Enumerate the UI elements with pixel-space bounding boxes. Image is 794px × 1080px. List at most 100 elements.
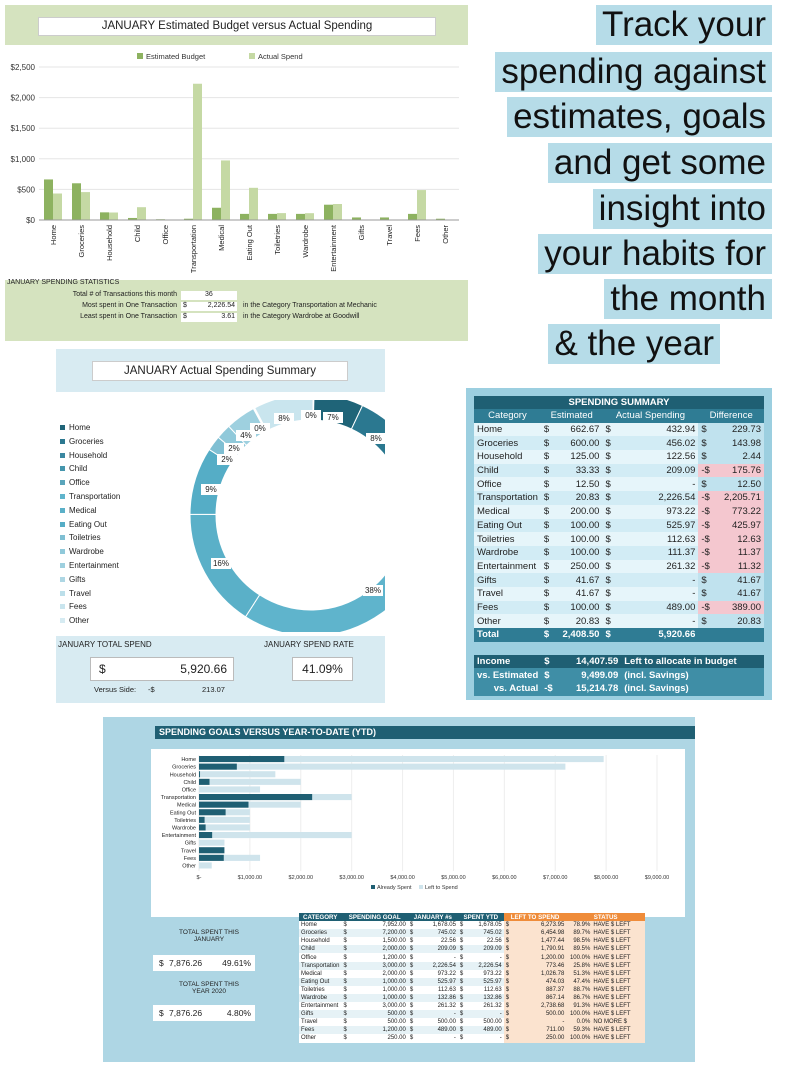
pie-legend-swatch: [60, 425, 65, 430]
summary-difference-value: 425.97: [731, 519, 761, 531]
spend-rate-label: JANUARY SPEND RATE: [264, 640, 354, 649]
pie-legend-item: Gifts: [60, 575, 85, 584]
currency-sign: $: [505, 986, 510, 993]
summary-actual-value: 122.56: [666, 451, 696, 463]
pie-label-box: [217, 454, 237, 465]
spent-jan-box: $ 7,876.26 49.61%: [153, 955, 255, 971]
goals-status-text: HAVE $ LEFT: [593, 954, 631, 961]
goals-spent-ytd: $525.97: [458, 978, 504, 986]
summary-total-label: Total: [477, 629, 499, 641]
pie-title-panel: JANUARY Actual Spending Summary: [56, 349, 385, 392]
goals-category: Entertainment: [301, 1003, 339, 1010]
currency-sign: $: [543, 478, 550, 490]
pie-legend-swatch: [60, 576, 65, 582]
summary-header-cell: Estimated: [550, 410, 593, 422]
summary-row: Other $20.83 $ - $20.83: [474, 614, 764, 628]
goals-spending-goal: $1,000.00: [341, 986, 407, 994]
currency-sign: $: [409, 1019, 414, 1026]
currency-sign: $: [543, 492, 550, 504]
pie-legend-item: Groceries: [60, 437, 104, 446]
goals-spent-ytd-value: 261.32: [483, 1003, 502, 1010]
x-tick-label: Office: [161, 225, 170, 244]
goals-left-value: 6,454.98: [540, 930, 565, 937]
goals-row: Child $2,000.00 $209.09 $209.09 $1,790.91 89.…: [299, 945, 645, 954]
summary-row: Entertainment $250.00 $261.32 -$ 11.32: [474, 559, 764, 574]
summary-actual: $209.09: [602, 464, 698, 478]
x-tick-label: Gifts: [357, 225, 366, 241]
x-tick-label: $7,000.00: [543, 875, 567, 881]
currency-sign: $: [605, 492, 611, 504]
pie-legend-label: Home: [69, 423, 91, 432]
pie-legend-label: Toiletries: [69, 533, 101, 543]
x-tick-label: Wardrobe: [301, 225, 310, 258]
currency-sign: $: [505, 922, 510, 929]
goals-january-value: 209.09: [437, 946, 456, 953]
goals-category: Child: [301, 946, 315, 953]
x-tick-label: Home: [49, 225, 58, 245]
goals-status: 0.0% NO MORE $: [566, 1018, 645, 1027]
summary-category: Office: [477, 478, 502, 490]
goals-left-to-spend: $474.03: [503, 977, 567, 986]
goals-spending-goal: $500.00: [341, 1018, 407, 1026]
total-spend-panel: JANUARY TOTAL SPEND $ 5,920.66 Versus Si…: [56, 636, 385, 703]
goals-status: 78.9% HAVE $ LEFT: [566, 921, 645, 930]
summary-category: Wardrobe: [477, 547, 519, 559]
goals-january-value: 525.97: [437, 978, 456, 985]
goals-header-cell: SPENT YTD: [457, 913, 504, 922]
summary-category: Home: [477, 424, 503, 436]
summary-actual: $456.02: [602, 436, 698, 450]
summary-category: Groceries: [477, 437, 519, 449]
pie-percent-label: 0%: [305, 411, 317, 420]
pie-legend-label: Travel: [69, 588, 91, 598]
goals-january: $745.02: [408, 929, 458, 937]
y-tick-label: Child: [183, 780, 196, 786]
goals-spent-ytd-value: 209.09: [483, 946, 502, 953]
goals-spending-goal-value: 2,000.00: [382, 970, 406, 977]
goals-january: $ -: [408, 1010, 458, 1018]
currency-sign: $: [505, 962, 510, 969]
currency-sign: $: [459, 978, 464, 985]
summary-estimated: $20.83: [541, 614, 603, 628]
goals-january: $525.97: [408, 978, 458, 986]
summary-category: Medical: [477, 506, 510, 518]
goals-january-value: -: [453, 1035, 456, 1042]
summary-difference: $2.44: [698, 450, 764, 464]
goals-january-value: 973.22: [437, 970, 456, 977]
income-label: vs. Actual: [493, 683, 539, 695]
pie-chart-title: JANUARY Actual Spending Summary: [92, 361, 348, 381]
goals-status-text: HAVE $ LEFT: [593, 946, 631, 953]
summary-estimated: $20.83: [541, 491, 603, 505]
goals-status-pct: 86.7%: [573, 994, 591, 1001]
bar-actual: [305, 213, 314, 220]
summary-total-actual: $5,920.66: [602, 628, 698, 642]
bar-estimated: [408, 213, 417, 220]
currency-sign: $: [459, 986, 464, 993]
summary-actual: $111.37: [602, 546, 698, 560]
total-spend-value: 5,920.66: [180, 662, 227, 676]
summary-estimated-value: 100.00: [570, 519, 600, 531]
summary-actual-value: 432.94: [666, 424, 696, 436]
goals-spent-ytd-value: 132.86: [483, 994, 502, 1001]
bar-estimated: [296, 213, 305, 220]
summary-total-estimated-value: 2,408.50: [562, 629, 600, 641]
bar-actual: [417, 190, 426, 220]
currency-sign: $: [543, 588, 550, 600]
goals-january-value: 261.32: [437, 1003, 456, 1010]
currency-sign: $: [505, 1011, 510, 1018]
goals-status: 89.5% HAVE $ LEFT: [566, 945, 645, 954]
goals-spent-ytd-value: 1,678.05: [478, 922, 502, 929]
goals-spent-ytd-value: 22.56: [486, 938, 502, 945]
pie-percent-label: 0%: [254, 424, 266, 433]
y-tick-label: Fees: [184, 856, 196, 862]
y-tick-label: Office: [182, 788, 196, 794]
pie-legend-item: Child: [60, 464, 87, 473]
summary-estimated-value: 250.00: [570, 560, 600, 572]
spent-year-currency: $: [159, 1008, 164, 1018]
goals-left-value: 1,790.91: [540, 946, 565, 953]
pie-legend-label: Entertainment: [69, 561, 119, 570]
pie-legend-item: Office: [60, 478, 90, 487]
y-tick-label: Medical: [177, 803, 196, 809]
pie-percent-label: 8%: [370, 434, 382, 443]
pie-legend-swatch: [60, 452, 65, 458]
promo-line: Track your: [595, 5, 772, 45]
